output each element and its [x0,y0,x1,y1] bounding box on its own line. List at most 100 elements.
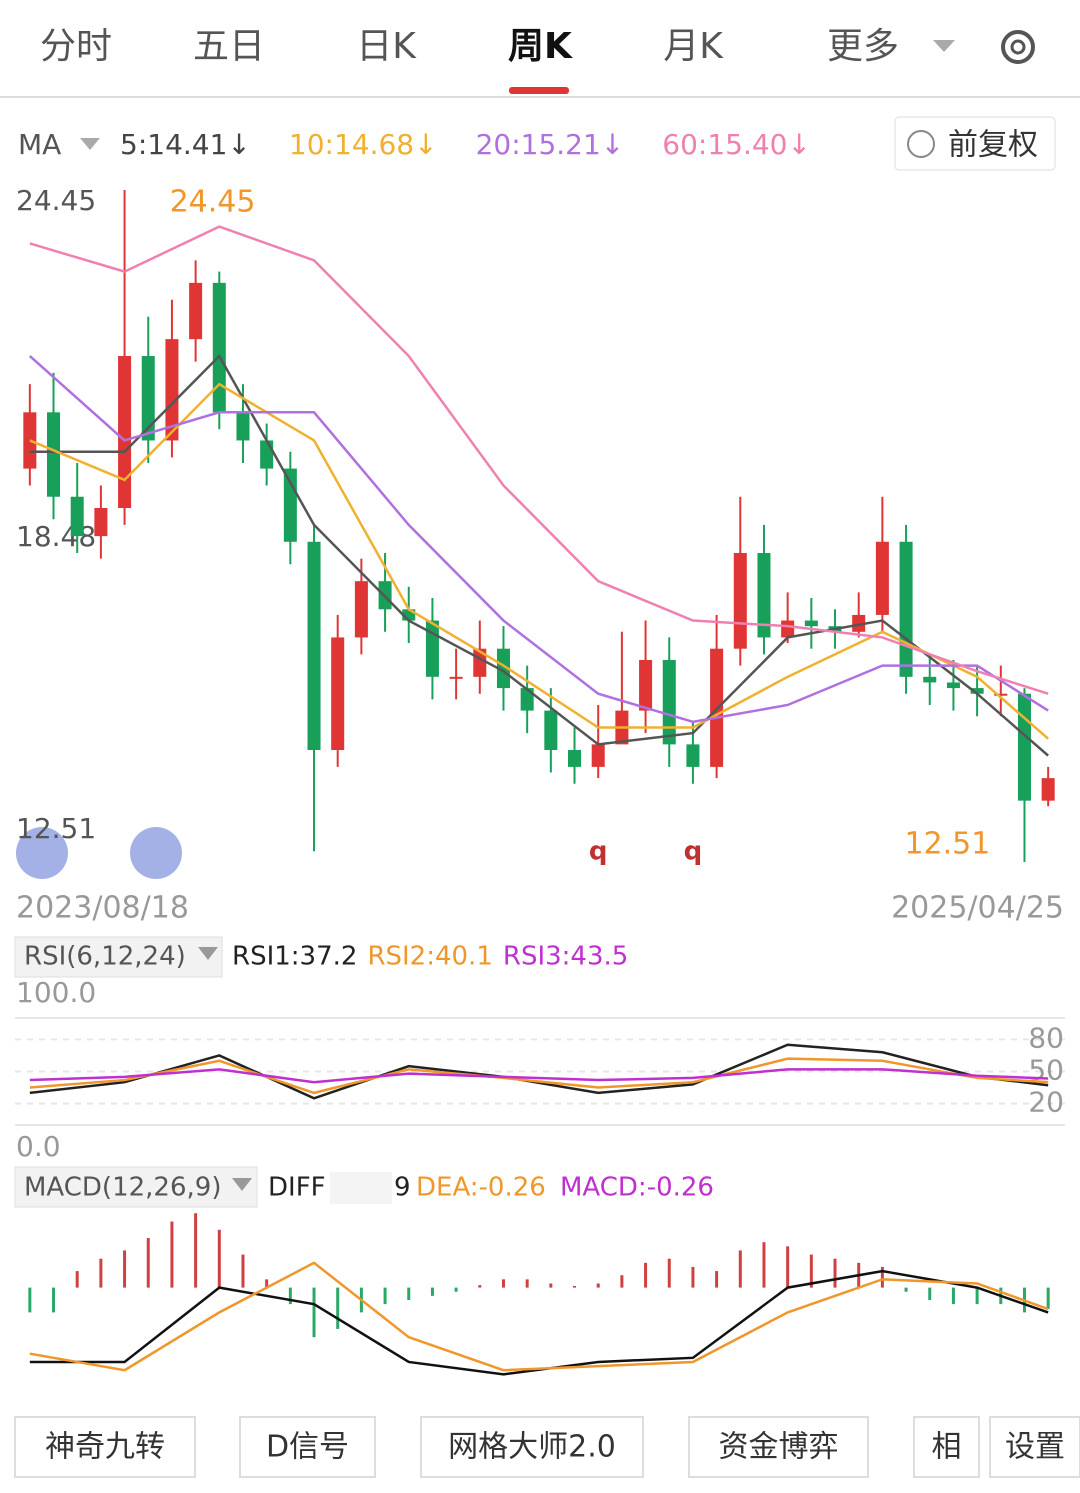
candle-body [923,676,937,683]
tool-button[interactable]: 设置 [1005,1430,1065,1465]
series-line [29,1068,1049,1084]
candle-body [425,620,439,677]
candle-body [23,412,37,469]
panel-title[interactable]: MACD(12,26,9) [24,1173,221,1203]
tool-button[interactable]: D信号 [266,1430,349,1465]
candle-body [331,637,345,750]
selector-arrow [198,947,218,960]
candle-body [402,609,416,621]
candle-body [970,688,984,694]
tool-button-bg[interactable] [239,1416,376,1478]
candle-body [165,339,179,441]
y-tick-label: 12.51 [16,812,96,845]
candle-body [236,412,250,441]
legend-item: DEA:-0.26 [416,1173,546,1203]
legend-item: RSI2:40.1 [367,942,492,972]
legend-item: RSI3:43.5 [503,942,628,972]
ma-legend-item: 10:14.68↓ [289,128,438,161]
adjust-button[interactable]: 前复权 [948,128,1038,163]
blur-mask [330,1172,392,1204]
rsi-selector[interactable] [14,936,223,978]
macd-selector[interactable] [14,1166,258,1208]
ma-legend-item: 60:15.40↓ [662,128,811,161]
info-icon [907,130,935,158]
candle-body [1017,693,1031,801]
x-end-label: 2025/04/25 [891,891,1064,926]
y-tick-label: 20 [1028,1086,1064,1119]
annotation: 12.51 [904,827,990,862]
legend-item: 9 [394,1173,411,1203]
series-line [29,1057,1049,1095]
candle-body [686,744,700,767]
candle-body [544,710,558,750]
candle-body [283,468,297,542]
tool-button-bg[interactable] [420,1416,644,1478]
candle-body [946,682,960,689]
tab-indicator [509,87,569,94]
ma-legend-item: 5:14.41↓ [120,128,251,161]
candle-body [852,614,866,632]
series-line [29,355,1049,724]
legend-item: MACD:-0.26 [560,1173,714,1203]
y-tick-label: 100.0 [16,976,96,1009]
y-tick-label: 0.0 [16,1130,61,1163]
tab[interactable]: 分时 [40,26,112,67]
series-line [29,353,1049,757]
candle-body [189,282,203,340]
candle-body [70,496,84,537]
tab[interactable]: 五日 [193,26,265,67]
annotation: 24.45 [170,185,256,220]
tab[interactable]: 日K [356,26,417,67]
tool-button[interactable]: 资金博弈 [719,1430,839,1465]
candle-body [307,541,321,750]
fullscreen-button[interactable] [130,827,182,879]
tool-button[interactable]: 相 [932,1430,962,1465]
candle-body [639,659,653,711]
legend-item: DIFF [268,1173,326,1203]
tool-button-bg[interactable] [688,1416,869,1478]
tool-button-bg[interactable] [14,1416,196,1478]
candle-body [212,282,226,413]
y-tick-label: 24.45 [16,184,96,217]
candle-body [1041,778,1055,801]
tool-button[interactable]: 神奇九转 [45,1430,165,1465]
candle-body [733,553,747,649]
legend-item: RSI1:37.2 [232,942,357,972]
tool-button[interactable]: 网格大师2.0 [448,1430,616,1465]
series-line [29,225,1049,695]
tab[interactable]: 更多 [827,26,899,67]
expand-button[interactable] [16,827,68,879]
candle-body [899,541,913,677]
more-arrow [933,40,955,52]
candle-body [47,412,61,497]
x-start-label: 2023/08/18 [16,891,189,926]
panel-title[interactable]: RSI(6,12,24) [24,942,186,972]
candle-body [94,507,108,537]
annotation: q [684,837,703,867]
candle-body [496,648,510,689]
candle-body [449,676,463,679]
candle-body [994,693,1008,696]
tab[interactable]: 周K [508,26,573,67]
ma-legend-item: 20:15.21↓ [476,128,625,161]
series-line [29,382,1049,740]
settings-icon[interactable] [1001,30,1035,64]
candle-body [520,688,534,711]
candle-body [804,620,818,627]
tab[interactable]: 月K [663,26,724,67]
candle-body [757,553,771,638]
tool-button-bg[interactable] [989,1416,1080,1478]
candle-body [141,356,155,441]
series-line [29,1269,1049,1376]
ma-label: MA [18,128,61,161]
candle-body [875,541,889,615]
adjust-button-bg[interactable] [894,116,1056,171]
selector-arrow [232,1178,252,1191]
candle-body [118,356,132,508]
tool-button-bg[interactable] [913,1416,980,1478]
series-line [29,1043,1049,1100]
candle-body [591,744,605,767]
ma-arrow [80,138,100,150]
